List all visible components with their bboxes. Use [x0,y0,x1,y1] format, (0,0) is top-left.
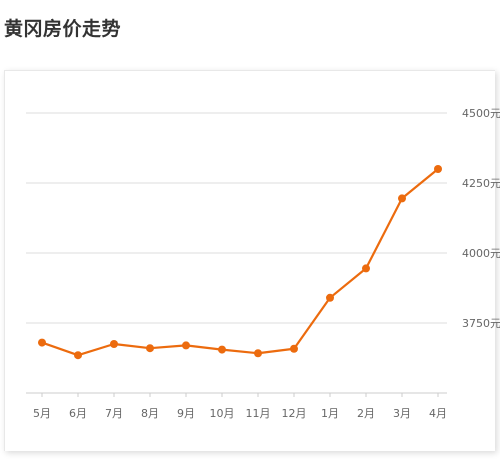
y-tick-label: 4000元 [462,247,500,260]
x-axis [26,392,447,397]
chart-panel [4,70,495,451]
y-tick-label: 3750元 [462,317,500,330]
data-point [254,349,262,358]
x-tick-label: 9月 [177,407,195,420]
y-tick-labels: 3750元 4000元 4250元 4500元 [462,107,500,330]
x-tick-label: 7月 [105,407,123,420]
x-tick-label: 6月 [69,407,87,420]
data-point [362,264,370,273]
series-line [41,168,439,357]
gridlines [26,112,447,324]
data-point [182,341,190,350]
page-title: 黄冈房价走势 [4,18,122,40]
x-tick-label: 11月 [246,407,271,420]
data-point [38,338,46,347]
data-point [110,340,118,348]
x-tick-label: 1月 [321,407,339,420]
data-point [74,351,82,360]
x-tick-label: 2月 [357,407,375,420]
x-tick-label: 5月 [33,407,51,420]
x-tick-label: 12月 [282,407,307,420]
x-tick-labels: 5月 6月 7月 8月 9月 10月 11月 12月 1月 2月 3月 4月 [33,407,447,420]
price-series [38,165,442,360]
data-point [326,293,334,302]
data-point [434,165,442,173]
x-tick-label: 10月 [210,407,235,420]
x-tick-label: 4月 [429,407,447,420]
data-point [398,194,406,203]
data-point [218,345,226,354]
x-tick-label: 8月 [141,407,159,420]
data-point [290,344,298,353]
x-tick-label: 3月 [393,407,411,420]
y-tick-label: 4500元 [462,107,500,120]
y-tick-label: 4250元 [462,177,500,190]
data-point [146,344,154,353]
